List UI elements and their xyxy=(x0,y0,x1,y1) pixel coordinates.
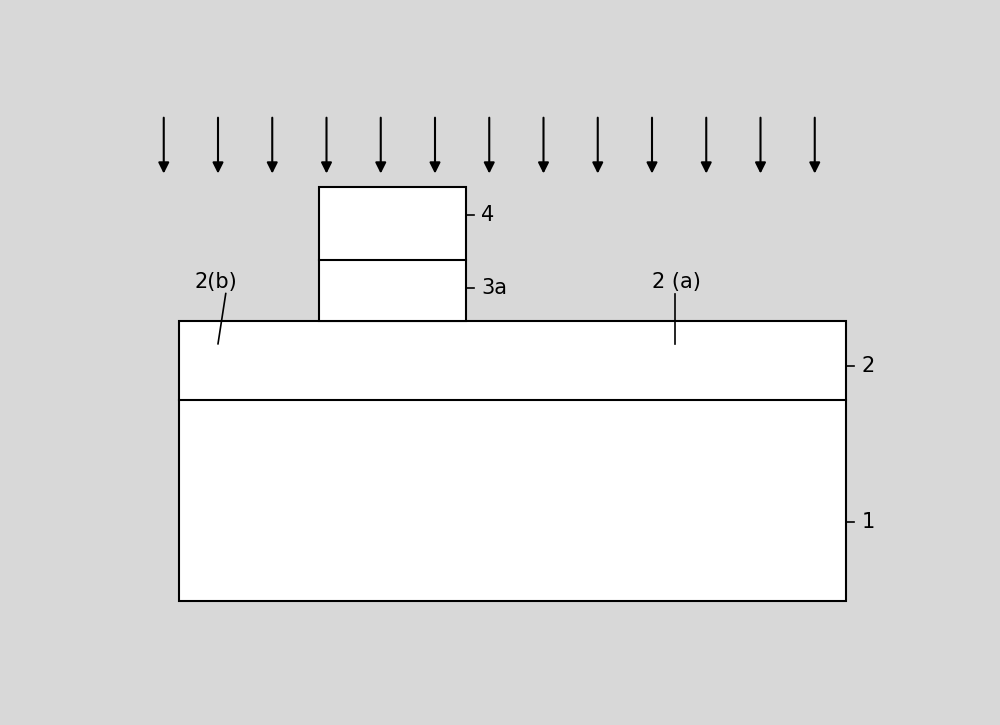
Text: 4: 4 xyxy=(482,205,495,225)
Text: 3a: 3a xyxy=(482,278,508,298)
Text: 2 (a): 2 (a) xyxy=(652,273,701,292)
Text: 1: 1 xyxy=(861,513,874,532)
Bar xyxy=(319,188,466,321)
Text: 2(b): 2(b) xyxy=(195,273,238,292)
Text: 2: 2 xyxy=(861,356,874,376)
Bar xyxy=(179,321,846,600)
